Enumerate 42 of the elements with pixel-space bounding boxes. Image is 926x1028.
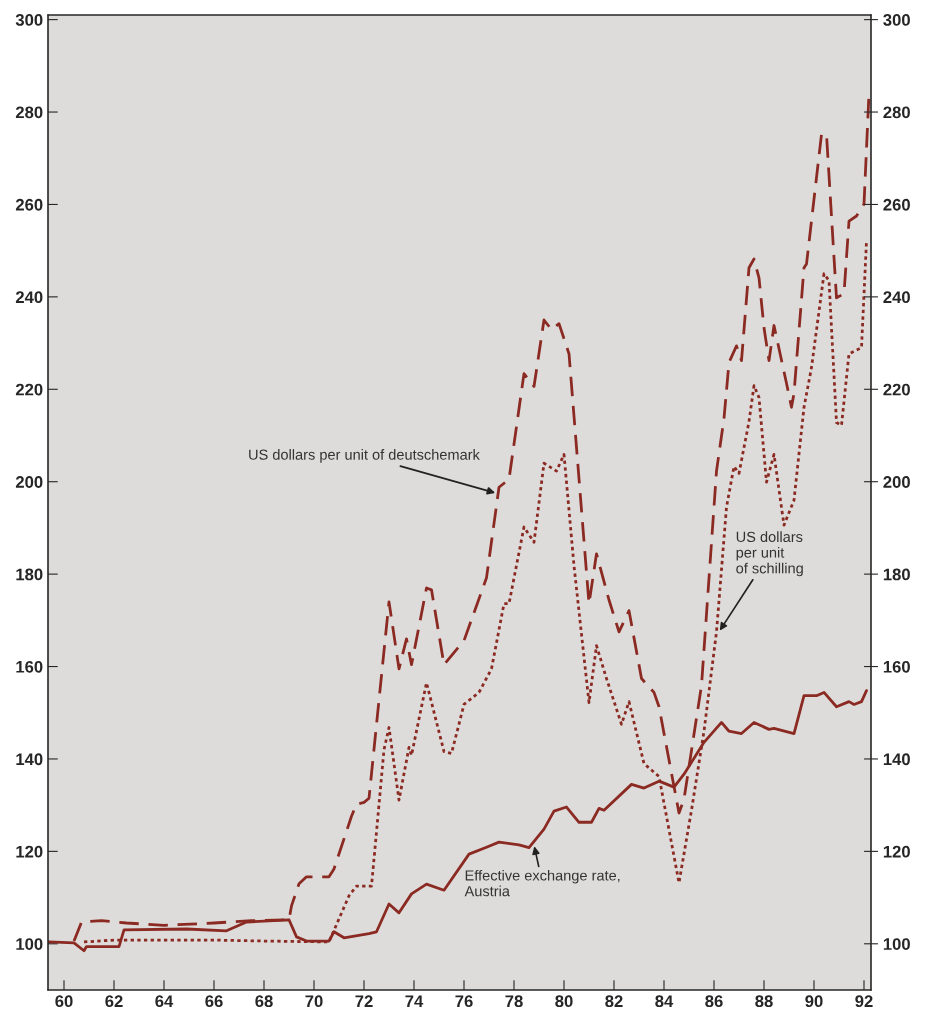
annotation: US dollars per unit of schilling [736,531,803,577]
y-tick-label: 100 [16,938,43,950]
x-tick-label: 70 [305,995,323,1008]
x-tick-label: 62 [105,995,123,1008]
y-tick-label: 120 [16,845,43,858]
y-tick-label: 260 [15,198,43,211]
x-tick-label: 64 [155,995,174,1008]
x-tick-label: 74 [405,995,424,1007]
annotation: Effective exchange rate, Austria [464,869,620,897]
x-tick-label: 66 [205,995,223,1008]
x-tick-label: 68 [255,995,273,1008]
x-tick-label: 76 [455,995,473,1008]
y2-tick-label: 260 [883,198,910,211]
y2-tick-label: 140 [883,753,910,766]
y2-tick-label: 280 [883,106,910,119]
x-tick-label: 88 [755,995,773,1008]
y2-tick-label: 220 [883,383,910,396]
x-tick-label: 86 [705,995,723,1008]
x-tick-label: 80 [555,995,573,1008]
y-tick-label: 160 [16,660,43,673]
y-tick-label: 180 [16,568,43,581]
y2-tick-label: 240 [883,291,910,304]
y-tick-label: 220 [15,383,43,396]
x-tick-label: 90 [805,995,823,1008]
x-tick-label: 84 [655,995,674,1008]
y-tick-label: 280 [15,106,43,119]
y2-tick-label: 200 [883,476,910,488]
y2-tick-label: 120 [883,845,910,858]
x-tick-label: 78 [505,995,523,1008]
x-tick-label: 72 [355,995,373,1007]
y2-tick-label: 160 [883,660,910,673]
y-tick-label: 200 [15,476,43,488]
x-tick-label: 92 [855,995,873,1008]
y-tick-label: 240 [15,291,43,304]
x-tick-label: 82 [605,995,623,1008]
y2-tick-label: 100 [883,938,910,950]
x-tick-label: 60 [55,995,73,1008]
y2-tick-label: 300 [883,14,910,26]
y-tick-label: 140 [16,753,43,766]
y-tick-label: 300 [15,14,43,26]
annotation: US dollars per unit of deutschemark [249,449,480,463]
y2-tick-label: 180 [883,568,910,581]
